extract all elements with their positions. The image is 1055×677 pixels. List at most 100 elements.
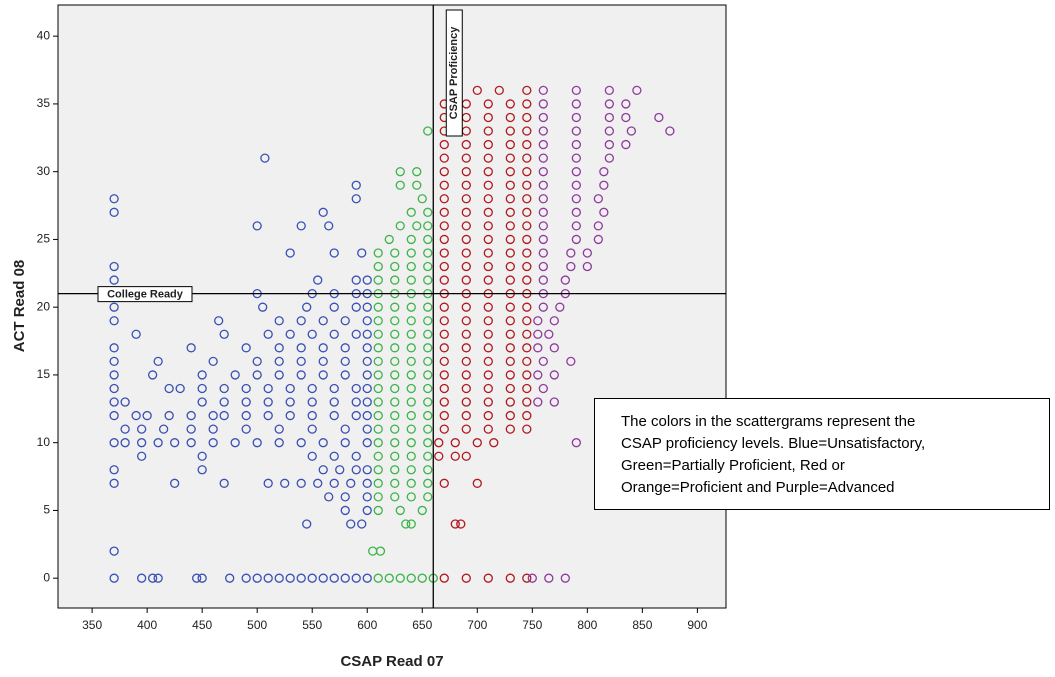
point bbox=[538, 356, 548, 367]
point bbox=[263, 397, 273, 407]
point bbox=[390, 316, 400, 326]
point bbox=[423, 275, 433, 285]
point bbox=[483, 112, 493, 123]
point bbox=[406, 207, 416, 217]
point bbox=[423, 316, 433, 326]
point bbox=[423, 343, 433, 353]
point bbox=[373, 492, 383, 502]
point bbox=[522, 112, 532, 123]
point bbox=[582, 261, 592, 272]
point bbox=[219, 478, 229, 488]
point bbox=[329, 397, 339, 407]
point bbox=[461, 383, 471, 394]
point bbox=[483, 180, 493, 190]
point bbox=[390, 302, 400, 312]
point bbox=[505, 112, 515, 123]
point bbox=[461, 573, 471, 583]
y-tick-label: 20 bbox=[37, 299, 51, 313]
point bbox=[538, 126, 548, 136]
point bbox=[439, 424, 449, 434]
point bbox=[357, 248, 367, 258]
point bbox=[362, 465, 372, 475]
point bbox=[423, 438, 433, 448]
point bbox=[373, 478, 383, 488]
point bbox=[302, 519, 312, 529]
point bbox=[274, 316, 284, 326]
point bbox=[423, 397, 433, 407]
point bbox=[230, 438, 240, 448]
point bbox=[263, 329, 273, 339]
point bbox=[362, 343, 372, 353]
point bbox=[439, 194, 449, 204]
point bbox=[494, 85, 504, 96]
point bbox=[434, 438, 444, 448]
point bbox=[571, 438, 581, 448]
point bbox=[423, 465, 433, 475]
point bbox=[549, 316, 559, 326]
point bbox=[406, 329, 416, 339]
point bbox=[621, 139, 631, 150]
point bbox=[505, 356, 515, 367]
point bbox=[406, 343, 416, 353]
point bbox=[153, 438, 163, 448]
point bbox=[406, 465, 416, 475]
point bbox=[412, 221, 422, 231]
point bbox=[522, 275, 532, 285]
point bbox=[318, 343, 328, 353]
y-tick-label: 25 bbox=[37, 232, 51, 246]
point bbox=[375, 546, 386, 556]
point bbox=[401, 519, 411, 529]
point bbox=[263, 478, 273, 488]
point bbox=[538, 275, 548, 285]
point bbox=[340, 492, 350, 502]
point bbox=[439, 139, 449, 150]
point bbox=[406, 356, 416, 367]
point bbox=[340, 316, 350, 326]
point bbox=[373, 261, 383, 272]
x-axis-label: CSAP Read 07 bbox=[340, 653, 443, 670]
point bbox=[434, 451, 444, 461]
point bbox=[147, 370, 158, 380]
point bbox=[131, 410, 141, 421]
point bbox=[604, 153, 614, 163]
x-tick-label: 800 bbox=[577, 618, 597, 632]
point bbox=[533, 343, 543, 353]
point bbox=[505, 302, 515, 312]
point bbox=[390, 410, 400, 421]
point bbox=[461, 370, 471, 380]
point bbox=[390, 424, 400, 434]
point bbox=[318, 438, 328, 448]
point bbox=[450, 519, 460, 529]
point bbox=[351, 329, 361, 339]
point bbox=[439, 207, 449, 217]
point bbox=[109, 316, 119, 326]
point bbox=[390, 383, 400, 394]
point bbox=[390, 343, 400, 353]
point bbox=[346, 519, 356, 529]
x-tick-label: 500 bbox=[247, 618, 267, 632]
point bbox=[274, 356, 284, 367]
point bbox=[533, 370, 543, 380]
point bbox=[307, 383, 317, 394]
point bbox=[252, 438, 262, 448]
point bbox=[373, 465, 383, 475]
point bbox=[483, 275, 493, 285]
point bbox=[505, 383, 515, 394]
point bbox=[522, 194, 532, 204]
point bbox=[450, 438, 460, 448]
point bbox=[604, 99, 614, 109]
point bbox=[472, 85, 482, 96]
point bbox=[296, 221, 306, 231]
point bbox=[505, 573, 515, 583]
point bbox=[230, 370, 240, 380]
point bbox=[544, 573, 554, 583]
point bbox=[109, 302, 119, 312]
point bbox=[505, 316, 515, 326]
point bbox=[362, 397, 372, 407]
point bbox=[505, 234, 515, 245]
point bbox=[439, 153, 449, 163]
point bbox=[406, 438, 416, 448]
y-tick-label: 35 bbox=[37, 96, 51, 110]
point bbox=[439, 397, 449, 407]
point bbox=[395, 505, 405, 516]
